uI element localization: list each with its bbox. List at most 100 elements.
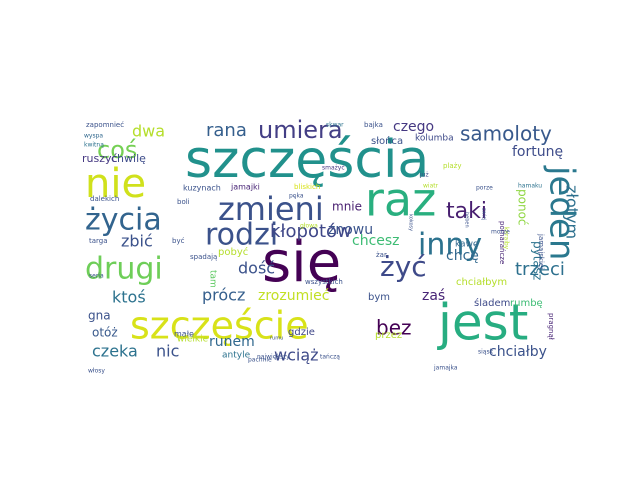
cloud-word: tańczą <box>320 354 340 361</box>
cloud-word: raz <box>365 173 436 227</box>
cloud-word: ruszyć <box>82 152 118 165</box>
cloud-word: trzeci <box>515 259 565 280</box>
cloud-word: być <box>172 237 185 245</box>
cloud-word: nie <box>85 161 146 207</box>
cloud-word: morze <box>491 229 510 236</box>
cloud-word: żyć <box>380 250 427 283</box>
cloud-word: jeden <box>542 165 582 260</box>
cloud-word: pęka <box>289 193 304 200</box>
cloud-word: czego <box>393 119 434 135</box>
cloud-word: prócz <box>202 286 245 305</box>
cloud-word: jest <box>437 294 528 352</box>
cloud-word: zaś <box>422 288 445 304</box>
cloud-word: wciąż <box>274 346 319 365</box>
cloud-word: porze <box>476 185 493 192</box>
cloud-word: tam <box>208 270 218 288</box>
cloud-word: chciałby <box>489 344 547 360</box>
cloud-word: wyspa <box>84 133 103 140</box>
cloud-word: wiatr <box>423 183 439 190</box>
cloud-word: fortunę <box>512 144 563 160</box>
cloud-word: pobyć <box>218 246 248 258</box>
cloud-word: chcesz <box>352 233 400 249</box>
cloud-word: spadają <box>190 253 217 261</box>
cloud-word: targa <box>89 237 108 245</box>
cloud-word: chwilę <box>111 152 146 165</box>
cloud-word: dwa <box>132 122 165 141</box>
cloud-word: boli <box>177 198 190 206</box>
cloud-word: wszystkich <box>305 278 343 286</box>
cloud-word: śladem <box>474 297 510 309</box>
cloud-word: małe <box>174 330 194 339</box>
cloud-word: złotym <box>563 185 582 239</box>
cloud-word: kolumba <box>415 134 454 144</box>
cloud-word: ktoś <box>112 288 146 307</box>
cloud-word: pomarańcze <box>498 221 506 264</box>
cloud-word: życia <box>85 203 162 238</box>
cloud-word: słońca <box>371 135 403 147</box>
cloud-word: znowu <box>328 222 373 238</box>
cloud-word: się <box>262 230 341 295</box>
cloud-word: kłopotów <box>270 221 352 242</box>
cloud-word: ponoć <box>516 189 530 226</box>
cloud-word: karaiby <box>503 227 510 250</box>
cloud-word: pragnął <box>547 313 555 340</box>
cloud-word: pytasz <box>531 241 545 280</box>
cloud-word: kokosy <box>408 214 414 231</box>
cloud-word: bęben <box>464 212 470 228</box>
cloud-word: kawę <box>455 240 479 250</box>
cloud-word: bajka <box>364 121 383 129</box>
cloud-word: jamajki <box>230 183 260 192</box>
cloud-word: mnie <box>332 200 362 214</box>
cloud-word: taki <box>446 199 487 224</box>
cloud-word: zbić <box>121 232 153 251</box>
cloud-word: gna <box>88 309 111 323</box>
cloud-word: nic <box>156 342 179 361</box>
cloud-word: włosy <box>88 368 105 375</box>
cloud-word: bym <box>368 292 390 303</box>
cloud-word: głowa <box>300 223 318 230</box>
cloud-word: umiera <box>258 116 343 144</box>
cloud-word: szczęścia <box>185 130 429 190</box>
cloud-word: zrozumieć <box>258 288 329 304</box>
cloud-word: bez <box>376 316 412 340</box>
cloud-word: skwar <box>326 122 344 129</box>
cloud-word: antyle <box>222 351 251 361</box>
cloud-word: chcę <box>446 248 479 264</box>
cloud-word: chciałbym <box>456 277 507 288</box>
cloud-word: plaży <box>443 162 462 170</box>
cloud-word: smażyć <box>322 165 345 172</box>
cloud-word: kwitną <box>84 142 104 149</box>
cloud-word: szczęście <box>130 304 309 348</box>
cloud-word: żar <box>376 251 387 259</box>
cloud-word: inny <box>418 228 482 263</box>
cloud-word: wielkie <box>177 335 209 345</box>
cloud-word: coś <box>97 136 137 164</box>
cloud-word: runem <box>209 334 255 350</box>
cloud-word: zapomnieć <box>86 121 124 129</box>
cloud-word: rodzi <box>205 218 278 253</box>
cloud-word: drugi <box>85 252 163 287</box>
cloud-word: siąsk <box>478 349 494 356</box>
cloud-word: zwiej <box>481 208 487 221</box>
cloud-word: samoloty <box>460 122 552 146</box>
cloud-word: jamajka <box>433 365 458 372</box>
cloud-word: dalekich <box>90 195 119 203</box>
cloud-word: przez <box>375 330 402 341</box>
cloud-word: rana <box>206 120 247 141</box>
cloud-word: kuzynach <box>183 184 221 193</box>
cloud-word: seria <box>89 273 104 280</box>
cloud-word: bliskich <box>294 183 320 191</box>
cloud-word: już <box>419 172 429 179</box>
cloud-word: gdzie <box>288 327 315 338</box>
cloud-word: hamaku <box>518 183 542 190</box>
cloud-word: dość <box>238 259 275 278</box>
cloud-word: rumu <box>270 336 283 342</box>
cloud-word: jamajskiej <box>537 233 545 269</box>
cloud-word: największy <box>257 354 290 361</box>
cloud-word: rumbę <box>510 298 543 309</box>
cloud-word: pachnie <box>248 357 272 364</box>
cloud-word: czeka <box>92 342 138 361</box>
cloud-word: otóż <box>92 326 118 340</box>
cloud-word: zmieni <box>218 190 324 228</box>
